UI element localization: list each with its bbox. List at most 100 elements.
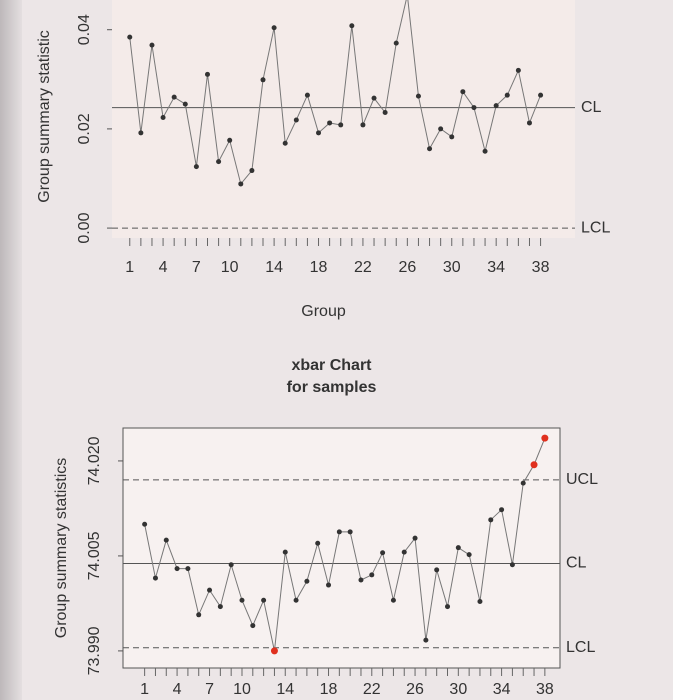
data-point — [282, 549, 288, 555]
x-tick-label: 18 — [320, 681, 338, 698]
data-point — [434, 567, 440, 573]
data-point — [193, 164, 199, 170]
data-line — [129, 0, 542, 186]
data-point — [526, 120, 532, 126]
data-point — [207, 587, 213, 593]
data-point — [336, 529, 342, 535]
data-point — [401, 549, 407, 555]
y-tick-label: 0.04 — [76, 14, 93, 45]
data-point — [493, 103, 499, 109]
data-point — [238, 181, 244, 187]
y-tick-label: 74.005 — [86, 531, 103, 580]
data-point — [360, 122, 366, 128]
data-point — [316, 130, 322, 136]
x-tick-label: 26 — [398, 259, 416, 276]
x-tick-label: 10 — [221, 259, 239, 276]
data-point — [304, 92, 310, 98]
data-point — [270, 647, 278, 655]
x-tick-label: 1 — [125, 259, 134, 276]
data-point — [196, 612, 202, 618]
data-point — [369, 572, 375, 578]
data-point — [217, 604, 223, 610]
x-tick-label: 34 — [493, 681, 511, 698]
data-point — [415, 93, 421, 99]
x-tick-label: 38 — [536, 681, 554, 698]
plot-area — [112, 0, 575, 238]
data-point — [204, 71, 210, 77]
data-point — [260, 77, 266, 83]
data-point — [393, 40, 399, 46]
x-tick-label: 18 — [310, 259, 328, 276]
data-point — [185, 566, 191, 572]
x-tick-label: 10 — [233, 681, 251, 698]
y-axis-label: Group summary statistics — [53, 458, 70, 638]
data-point — [227, 137, 233, 143]
data-point — [449, 134, 455, 140]
x-tick-label: 14 — [265, 259, 283, 276]
data-point — [249, 168, 255, 174]
data-point — [163, 537, 169, 543]
data-point — [271, 25, 277, 31]
x-axis-label: Group — [301, 303, 346, 320]
data-point — [282, 140, 288, 146]
control-limit-label: UCL — [566, 471, 598, 488]
data-point — [358, 577, 364, 583]
data-point — [261, 597, 267, 603]
data-point — [138, 130, 144, 136]
x-tick-label: 30 — [449, 681, 467, 698]
data-point — [349, 23, 355, 29]
data-point — [326, 582, 332, 588]
x-tick-label: 30 — [443, 259, 461, 276]
data-point — [382, 110, 388, 116]
data-point — [250, 623, 256, 629]
data-point — [182, 101, 188, 107]
data-point — [152, 575, 158, 581]
x-tick-label: 38 — [532, 259, 550, 276]
data-point — [460, 89, 466, 95]
control-limit-label: CL — [581, 99, 602, 116]
x-tick-label: 34 — [487, 259, 505, 276]
data-point — [371, 95, 377, 101]
y-tick-label: 0.02 — [76, 113, 93, 144]
data-point — [338, 122, 344, 128]
x-tick-label: 22 — [354, 259, 372, 276]
bezel — [0, 0, 22, 700]
chart-subtitle: for samples — [287, 379, 377, 396]
data-point — [438, 126, 444, 132]
data-point — [304, 578, 310, 584]
data-point — [293, 597, 299, 603]
data-point — [171, 94, 177, 100]
plot-area — [122, 427, 561, 669]
data-point — [541, 434, 549, 442]
control-limit-label: LCL — [566, 639, 595, 656]
data-point — [499, 507, 505, 513]
y-tick-label: 73.990 — [86, 626, 103, 675]
data-point — [293, 117, 299, 123]
data-point — [228, 562, 234, 568]
control-limit-label: LCL — [581, 219, 610, 236]
x-tick-label: 7 — [205, 681, 214, 698]
data-point — [423, 637, 429, 643]
data-point — [509, 562, 515, 568]
data-point — [327, 120, 333, 126]
data-point — [127, 34, 133, 40]
data-point — [466, 552, 472, 558]
data-point — [488, 517, 494, 523]
data-point — [216, 159, 222, 165]
data-point — [504, 92, 510, 98]
data-point — [482, 148, 488, 154]
data-point — [455, 545, 461, 551]
chart-title: xbar Chart — [291, 357, 372, 374]
data-point — [239, 597, 245, 603]
data-point — [445, 604, 451, 610]
data-point — [471, 105, 477, 111]
data-point — [520, 480, 526, 486]
x-tick-label: 4 — [159, 259, 168, 276]
x-tick-label: 26 — [406, 681, 424, 698]
data-point — [538, 92, 544, 98]
x-tick-label: 22 — [363, 681, 381, 698]
data-point — [530, 461, 538, 469]
data-line — [144, 437, 546, 652]
data-point — [380, 550, 386, 556]
